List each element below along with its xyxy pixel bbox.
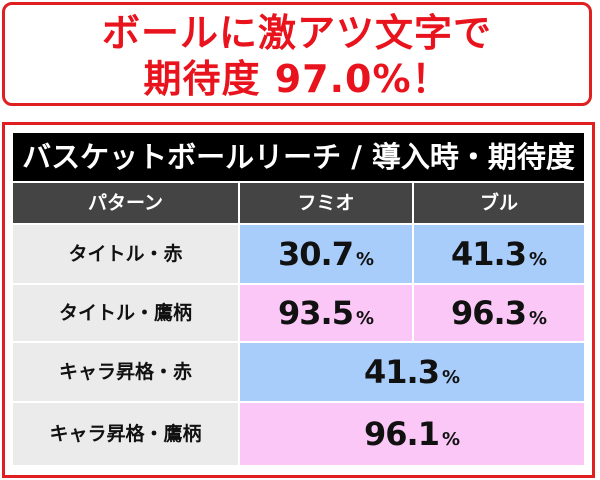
value: 41.3 bbox=[364, 353, 440, 391]
cell-chara-red-both: 41.3% bbox=[240, 343, 584, 401]
percent-sign: % bbox=[355, 249, 374, 270]
header-pattern: パターン bbox=[13, 183, 238, 223]
header-fumio: フミオ bbox=[240, 183, 412, 223]
cell-title-red-fumio: 30.7% bbox=[240, 225, 412, 283]
table-title: バスケットボールリーチ / 導入時・期待度 bbox=[13, 133, 584, 181]
percent-sign: % bbox=[528, 249, 547, 270]
cell-title-hawk-buru: 96.3% bbox=[414, 285, 584, 341]
cell-chara-hawk-both: 96.1% bbox=[240, 403, 584, 465]
headline-line-2: 期待度 97.0%！ bbox=[143, 57, 451, 101]
headline-line-1: ボールに激アツ文字で bbox=[101, 11, 492, 55]
value: 96.1 bbox=[364, 415, 440, 453]
row-label-chara-hawk: キャラ昇格・鷹柄 bbox=[13, 403, 238, 465]
percent-sign: % bbox=[441, 429, 460, 450]
row-label-chara-red: キャラ昇格・赤 bbox=[13, 343, 238, 401]
value: 41.3 bbox=[451, 235, 527, 273]
cell-title-red-buru: 41.3% bbox=[414, 225, 584, 283]
value: 30.7 bbox=[278, 235, 354, 273]
percent-sign: % bbox=[441, 367, 460, 388]
header-buru: ブル bbox=[414, 183, 584, 223]
row-label-title-hawk: タイトル・鷹柄 bbox=[13, 285, 238, 341]
percent-sign: % bbox=[355, 308, 374, 329]
row-label-title-red: タイトル・赤 bbox=[13, 225, 238, 283]
cell-title-hawk-fumio: 93.5% bbox=[240, 285, 412, 341]
headline-box: ボールに激アツ文字で 期待度 97.0%！ bbox=[2, 2, 592, 106]
value: 96.3 bbox=[451, 294, 527, 332]
probability-table: バスケットボールリーチ / 導入時・期待度 パターン フミオ ブル タイトル・赤… bbox=[2, 122, 595, 478]
percent-sign: % bbox=[528, 308, 547, 329]
value: 93.5 bbox=[278, 294, 354, 332]
